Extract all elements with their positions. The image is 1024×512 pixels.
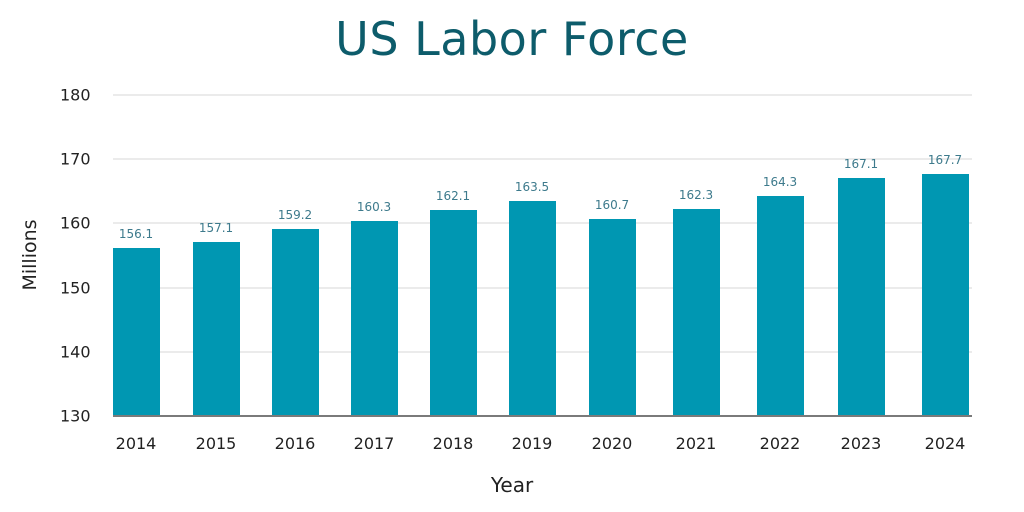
bar-2019 (508, 200, 556, 416)
bar-2018 (429, 209, 477, 416)
bar-2020 (588, 218, 636, 416)
x-tick-label: 2016 (274, 434, 316, 453)
bar-2016 (271, 228, 319, 416)
bar-value-label: 167.1 (843, 156, 879, 171)
bar-value-label: 162.3 (678, 187, 714, 202)
bar-2021 (672, 208, 720, 416)
y-tick-label: 180 (60, 85, 91, 105)
bar-value-label: 160.3 (356, 200, 392, 215)
x-tick-label: 2018 (432, 434, 474, 453)
y-tick-label: 140 (60, 342, 91, 362)
x-tick-label: 2023 (840, 434, 882, 453)
gridline (113, 94, 972, 96)
x-tick-label: 2015 (195, 434, 237, 453)
bar-2022 (756, 195, 804, 416)
bar-value-label: 157.1 (198, 221, 234, 236)
y-tick-label: 160 (60, 213, 91, 233)
gridline (113, 158, 972, 161)
bar-value-label: 160.7 (594, 197, 630, 212)
bar-value-label: 162.1 (435, 188, 471, 203)
bar-2017 (350, 221, 398, 416)
bar-2023 (837, 177, 885, 416)
x-tick-label: 2014 (115, 434, 157, 453)
x-tick-label: 2017 (353, 434, 395, 453)
y-tick-label: 130 (60, 406, 91, 426)
bar-2015 (192, 242, 240, 416)
bar-value-label: 164.3 (762, 174, 798, 189)
bar-value-label: 167.7 (927, 152, 963, 167)
y-tick-label: 170 (60, 149, 91, 169)
x-axis-line (113, 415, 972, 417)
x-tick-label: 2019 (511, 434, 553, 453)
x-tick-label: 2022 (759, 434, 801, 453)
bar-2024 (921, 173, 969, 416)
y-tick-label: 150 (60, 278, 91, 298)
x-tick-label: 2021 (675, 434, 717, 453)
bar-value-label: 163.5 (514, 179, 550, 194)
y-axis-label: Millions (19, 219, 41, 291)
chart-title: US Labor Force (335, 12, 689, 66)
x-tick-label: 2024 (924, 434, 966, 453)
bar-2014 (112, 248, 160, 416)
x-axis-label: Year (490, 473, 534, 497)
bar-value-label: 156.1 (118, 227, 154, 242)
x-tick-label: 2020 (591, 434, 633, 453)
bar-value-label: 159.2 (277, 207, 313, 222)
